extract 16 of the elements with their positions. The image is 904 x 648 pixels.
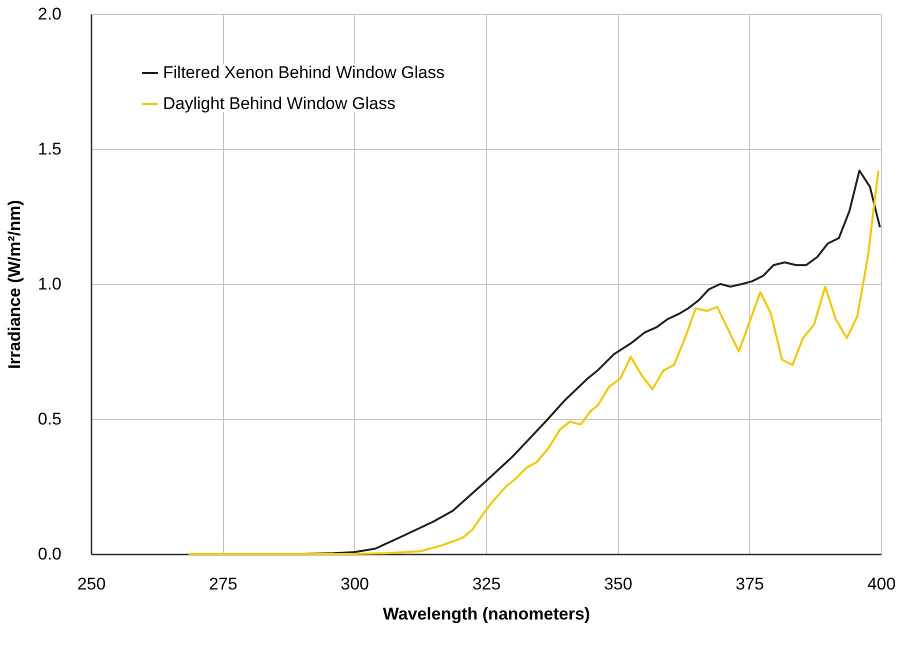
- legend-label: Filtered Xenon Behind Window Glass: [163, 63, 445, 82]
- x-tick-label: 350: [604, 574, 632, 594]
- y-axis-title: Irradiance (W/m²/nm): [4, 200, 24, 370]
- x-tick-label: 250: [77, 574, 106, 594]
- y-tick-label: 1.5: [38, 140, 62, 158]
- y-tick-label: 0.0: [38, 544, 62, 564]
- x-tick-label: 275: [208, 574, 238, 594]
- x-tick-label: 400: [867, 574, 896, 594]
- x-axis-title: Wavelength (nanometers): [382, 604, 590, 624]
- y-tick-label: 0.5: [38, 410, 62, 428]
- x-tick-label: 375: [736, 574, 764, 594]
- y-tick-label: 2.0: [38, 4, 62, 24]
- legend-label: Daylight Behind Window Glass: [163, 94, 396, 113]
- x-tick-label: 325: [472, 574, 501, 594]
- x-tick-label: 300: [340, 574, 370, 594]
- y-tick-label: 1.0: [38, 274, 62, 294]
